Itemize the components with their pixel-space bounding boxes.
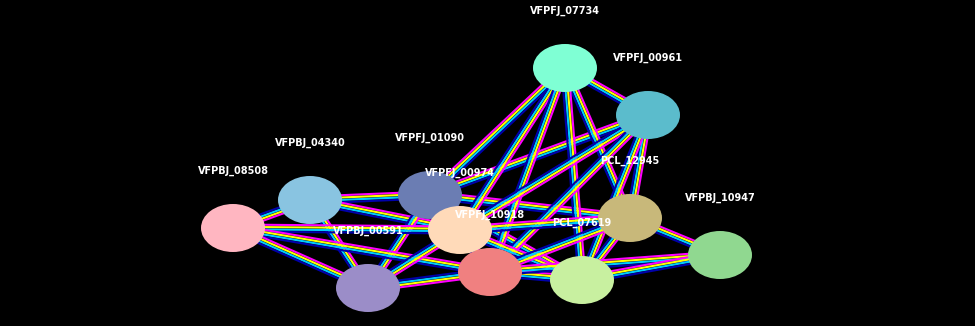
Text: VFPBJ_00591: VFPBJ_00591 <box>332 226 404 236</box>
Ellipse shape <box>550 256 614 304</box>
Text: VFPFJ_01090: VFPFJ_01090 <box>395 133 465 143</box>
Ellipse shape <box>688 231 752 279</box>
Text: PCL_07619: PCL_07619 <box>553 218 611 228</box>
Ellipse shape <box>201 204 265 252</box>
Text: VFPFJ_07734: VFPFJ_07734 <box>530 6 600 16</box>
Ellipse shape <box>458 248 522 296</box>
Text: VFPBJ_08508: VFPBJ_08508 <box>198 166 268 176</box>
Text: VFPFJ_00961: VFPFJ_00961 <box>613 53 683 63</box>
Text: VFPBJ_04340: VFPBJ_04340 <box>275 138 345 148</box>
Ellipse shape <box>398 171 462 219</box>
Text: VFPFJ_00974: VFPFJ_00974 <box>425 168 495 178</box>
Ellipse shape <box>428 206 492 254</box>
Text: VFPBJ_10947: VFPBJ_10947 <box>684 193 756 203</box>
Ellipse shape <box>278 176 342 224</box>
Text: VFPFJ_10918: VFPFJ_10918 <box>455 210 526 220</box>
Ellipse shape <box>616 91 680 139</box>
Ellipse shape <box>336 264 400 312</box>
Text: PCL_12945: PCL_12945 <box>601 156 660 166</box>
Ellipse shape <box>533 44 597 92</box>
Ellipse shape <box>598 194 662 242</box>
